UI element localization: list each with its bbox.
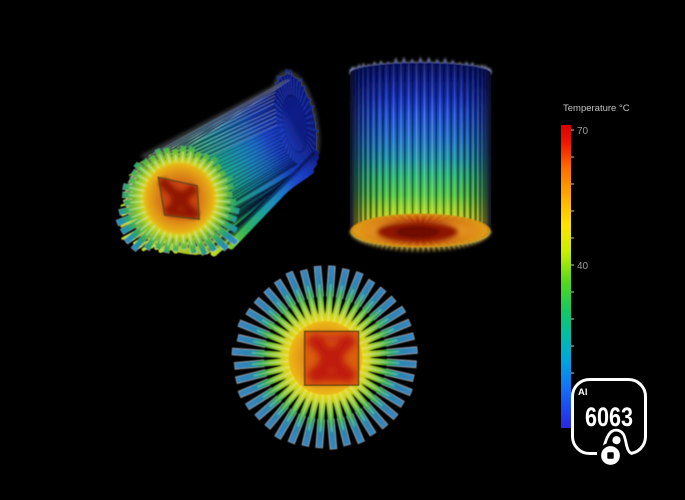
svg-text:6063: 6063 <box>585 402 633 432</box>
svg-text:Temperature °C: Temperature °C <box>563 103 630 114</box>
svg-text:40: 40 <box>577 261 589 272</box>
svg-text:70: 70 <box>577 126 589 137</box>
svg-text:Al: Al <box>578 387 588 398</box>
